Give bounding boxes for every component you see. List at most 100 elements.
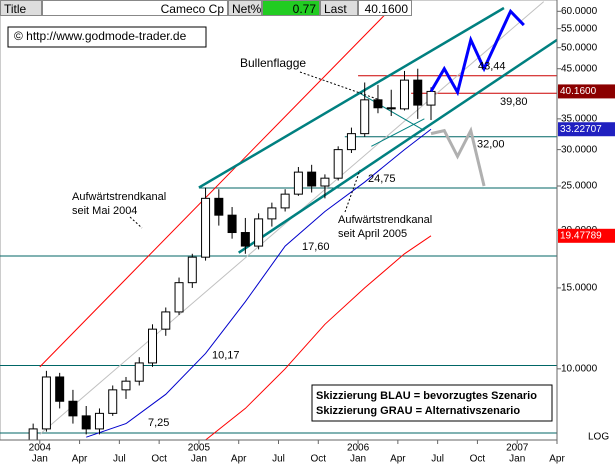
candle-body [320,177,330,187]
plot [0,1,557,440]
header-cell: Net% [228,0,262,16]
header-cell: Last [320,0,358,16]
header-cell: Title [0,0,42,16]
x-tick-label: Oct [311,454,327,464]
level-label: 24,75 [368,173,396,185]
plot-area [0,0,558,441]
y-tick-label: 25.0000 [561,181,598,192]
candle-body [161,311,171,330]
level-label: 7,25 [148,417,169,429]
copyright-box [7,26,207,48]
y-tick-label: 15.0000 [561,283,598,294]
candle-body [108,389,118,414]
scale-label: LOG [588,432,609,443]
y-tick-label: 45.0000 [561,63,598,74]
candle-body [360,99,370,135]
candle-body [81,415,91,430]
level-label: 17,60 [302,241,330,253]
candle-body [280,193,290,209]
y-tick-label: 55.0000 [561,23,598,34]
price-tag [558,228,615,243]
candle-body [187,256,197,284]
annotation: seit Mai 2004 [72,205,137,217]
annotation: Skizzierung BLAU = bevorzugtes Szenario [316,390,537,402]
x-tick-label: Jan [350,454,366,464]
candle-body [373,99,383,109]
x-tick-label: Jul [113,454,126,464]
leader-line [129,216,143,229]
candle-body [94,412,104,430]
candle-body [267,207,277,220]
candle-body [134,362,144,382]
year-label: 2006 [347,443,370,454]
annotation: Bullenflagge [240,56,306,70]
header-cell: Cameco Cp [42,0,228,16]
candle-body [399,79,409,110]
header-cell: 40.1600 [358,0,412,16]
x-tick-label: Jan [509,454,525,464]
y-tick-label: 30.0000 [561,144,598,155]
scenario-box [311,384,553,422]
trend-line [371,118,425,147]
x-tick-label: Apr [72,454,88,464]
annotation: Aufwärtstrendkanal [338,214,432,226]
year-label: 2005 [188,443,211,454]
candle-body [346,133,356,151]
candle-body [121,380,131,391]
annotation: Aufwärtstrendkanal [72,191,166,203]
x-tick-label: Jan [191,454,207,464]
candle-body [214,197,224,216]
trend-line [39,1,399,368]
x-tick-label: Apr [231,454,247,464]
overlay: © http://www.godmode-trader.de Bullenfla… [7,26,609,443]
annotation: seit April 2005 [338,228,407,240]
candle-body [55,376,65,402]
candle-body [28,428,38,440]
scenario-path [429,8,525,97]
candle-body [201,197,211,258]
year-label: 2004 [29,443,52,454]
moving-average [86,128,432,438]
candle-body [148,328,158,364]
y-tick-label: 50.0000 [561,42,598,53]
candle-body [413,79,423,106]
copyright: © http://www.godmode-trader.de [14,29,187,43]
annotation: Skizzierung GRAU = Alternativszenario [316,405,520,417]
y-tick-label: 60.0000 [561,6,598,17]
header-cell: 0.77 [262,0,320,16]
level-label: 32,00 [477,139,505,151]
leader-line [344,169,361,213]
candle-body [333,149,343,179]
x-tick-label: Apr [549,454,565,464]
candle-body [293,171,303,195]
y-tick-label: 10.0000 [561,363,598,374]
year-label: 2007 [506,443,529,454]
candle-body [41,376,51,430]
price-tag [558,122,615,137]
candle-body [227,214,237,234]
scenario-path [430,126,486,187]
x-tick-label: Jul [272,454,285,464]
x-tick-label: Jul [431,454,444,464]
price-tag-label: 19.47789 [560,230,602,241]
candle-body [240,232,250,247]
x-tick-label: Oct [151,454,167,464]
trend-line [238,38,557,254]
price-tag-label: 40.1600 [560,86,597,97]
candle-body [174,282,184,313]
x-tick-label: Jan [32,454,48,464]
candle-body [426,90,436,106]
moving-average [205,235,432,440]
level-label: 10,17 [212,349,240,361]
candle-body [307,171,317,187]
level-label: 43,44 [478,61,506,73]
candle-body [68,400,78,417]
price-tag-label: 33.22707 [560,124,602,135]
price-tag [558,84,615,99]
y-tick-label: 35.0000 [561,114,598,125]
x-tick-label: Oct [470,454,486,464]
trend-line [198,6,505,189]
candle-body [386,107,396,110]
